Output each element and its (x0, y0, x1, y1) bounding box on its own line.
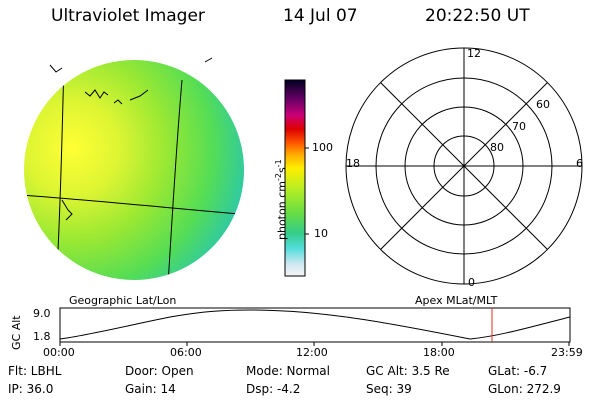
parallel-line (24, 194, 241, 215)
status-glon: GLon: 272.9 (488, 382, 561, 396)
altitude-tick-1_8: 1.8 (33, 330, 51, 343)
instrument-title: Ultraviolet Imager (51, 6, 205, 26)
mlt-label-6: 6 (576, 157, 583, 170)
mlat-label-60: 60 (536, 98, 550, 111)
status-glat: GLat: -6.7 (488, 364, 548, 378)
meridian-line (167, 79, 183, 280)
altitude-curve (59, 309, 571, 340)
mlat-label-70: 70 (512, 120, 526, 133)
coastline-segment (204, 57, 213, 63)
status-seq: Seq: 39 (366, 382, 412, 396)
mlt-label-12: 12 (467, 47, 481, 60)
coastline-segment (129, 89, 149, 101)
colorbar-tick-10: 10 (314, 227, 328, 240)
status-gc-alt: GC Alt: 3.5 Re (366, 364, 450, 378)
status-dsp: Dsp: -4.2 (246, 382, 301, 396)
time-tick-1800: 18:00 (423, 346, 455, 359)
intensity-colorbar (284, 79, 309, 277)
status-gain: Gain: 14 (125, 382, 176, 396)
polar-grid-plot (345, 47, 583, 285)
status-door: Door: Open (125, 364, 194, 378)
altitude-panel (59, 307, 571, 346)
status-filter: Flt: LBHL (8, 364, 62, 378)
time-tick-2359: 23:59 (551, 346, 583, 359)
mlt-label-18: 18 (346, 157, 360, 170)
colorbar-tick-100: 100 (312, 141, 333, 154)
status-mode: Mode: Normal (246, 364, 330, 378)
observation-time: 20:22:50 UT (425, 6, 530, 26)
coastline-segment (61, 199, 73, 221)
time-tick-0000: 00:00 (43, 346, 75, 359)
coastline-segment (84, 89, 109, 99)
altitude-axis-label: GC Alt (10, 315, 23, 350)
mlt-label-0: 0 (468, 276, 475, 289)
mlat-label-80: 80 (490, 141, 504, 154)
disk-body (24, 60, 244, 280)
colorbar-unit-label: photon cm-2s-1 (274, 159, 289, 240)
apex-projection-label: Apex MLat/MLT (415, 294, 498, 307)
observation-date: 14 Jul 07 (283, 6, 358, 26)
coastline-segment (49, 64, 63, 73)
geographic-projection-label: Geographic Lat/Lon (69, 294, 177, 307)
mlt-line-diag-2 (380, 82, 548, 250)
time-tick-0600: 06:00 (170, 346, 202, 359)
coastline-segment (113, 99, 123, 105)
status-ip: IP: 36.0 (8, 382, 54, 396)
time-tick-1200: 12:00 (296, 346, 328, 359)
uv-disk-image (24, 57, 244, 280)
altitude-tick-9: 9.0 (33, 307, 51, 320)
